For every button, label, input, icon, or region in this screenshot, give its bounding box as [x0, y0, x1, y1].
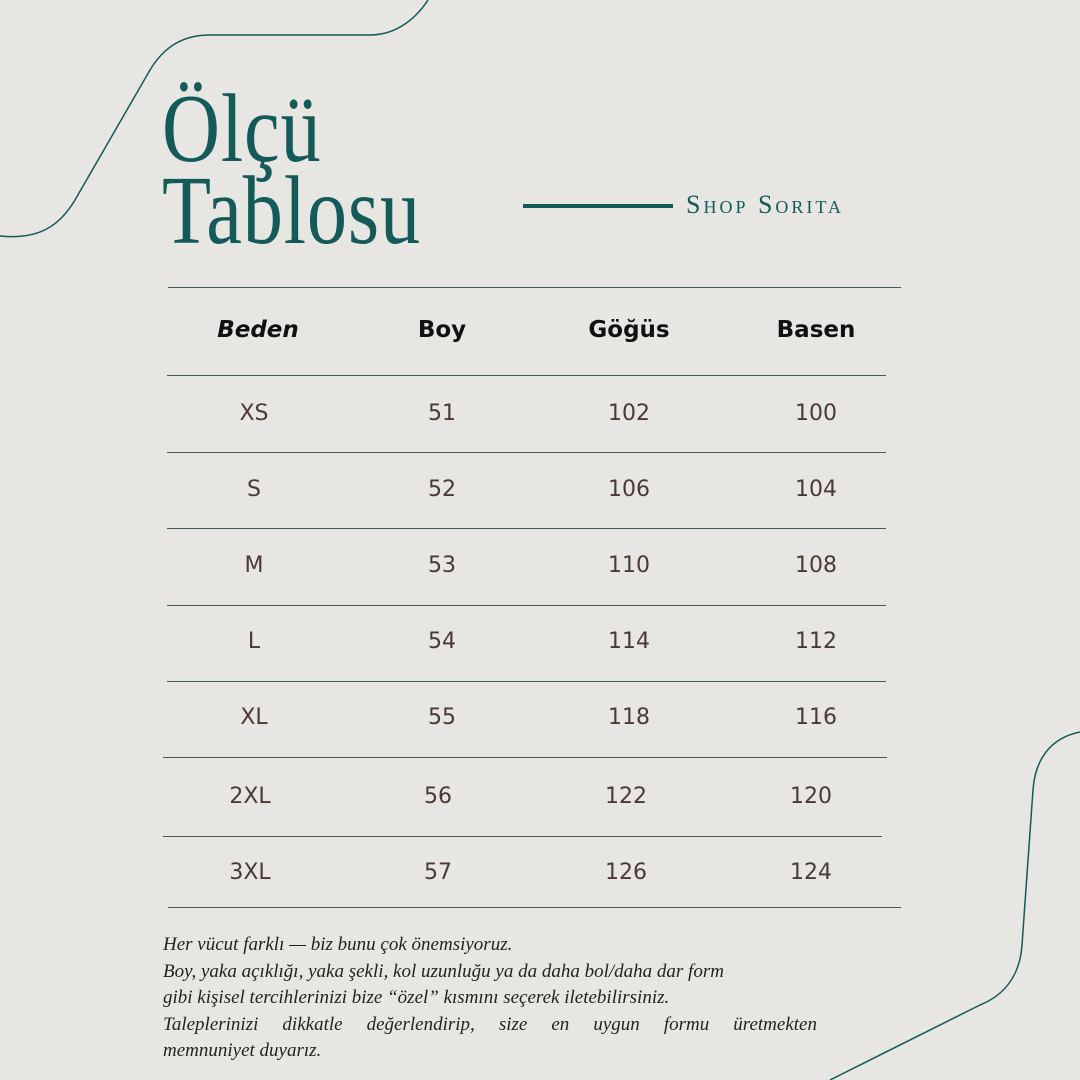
table-cell: 108: [795, 553, 837, 578]
table-divider: [163, 757, 887, 758]
top-left-curve: [0, 0, 429, 238]
table-divider: [167, 681, 886, 682]
table-cell: 2XL: [229, 784, 271, 809]
table-cell: 124: [790, 860, 832, 885]
table-cell: 106: [608, 477, 650, 502]
note-line: Boy, yaka açıklığı, yaka şekli, kol uzun…: [163, 960, 724, 982]
table-cell: 112: [795, 629, 837, 654]
header-basen: Basen: [776, 317, 856, 343]
table-cell: 52: [428, 477, 456, 502]
table-cell: 126: [605, 860, 647, 885]
table-cell: 100: [795, 401, 837, 426]
title-line-1: Ölçü: [162, 75, 322, 183]
table-cell: 56: [424, 784, 452, 809]
table-cell: 104: [795, 477, 837, 502]
table-cell: XL: [240, 705, 268, 730]
table-cell: 110: [608, 553, 650, 578]
note-line: gibi kişisel tercihlerinizi bize “özel” …: [163, 987, 670, 1008]
note-line: memnuniyet duyarız.: [163, 1040, 322, 1061]
table-divider: [167, 452, 886, 453]
note-line: Her vücut farklı — biz bunu çok önemsiyo…: [163, 934, 513, 955]
table-cell: 114: [608, 629, 650, 654]
table-cell: 57: [424, 860, 452, 885]
table-cell: 120: [790, 784, 832, 809]
table-divider: [167, 375, 886, 376]
table-cell: 102: [608, 401, 650, 426]
note-line: Taleplerinizi dikkatle değerlendirip, si…: [163, 1013, 817, 1035]
table-divider: [167, 605, 886, 606]
table-cell: 3XL: [229, 860, 271, 885]
table-cell: M: [244, 553, 264, 578]
footer-note: Her vücut farklı — biz bunu çok önemsiyo…: [163, 932, 817, 1065]
table-cell: 53: [428, 553, 456, 578]
header-gogus: Göğüs: [588, 317, 670, 343]
header-beden: Beden: [217, 317, 299, 343]
table-cell: 54: [428, 629, 456, 654]
table-cell: 116: [795, 705, 837, 730]
table-divider: [168, 287, 901, 288]
title-divider: [523, 204, 673, 208]
table-cell: 118: [608, 705, 650, 730]
table-cell: XS: [239, 401, 269, 426]
title-line-2: Tablosu: [162, 157, 422, 265]
table-divider: [167, 528, 886, 529]
table-cell: 51: [428, 401, 456, 426]
bottom-right-curve: [829, 731, 1080, 1080]
header-boy: Boy: [417, 317, 467, 343]
table-divider: [168, 907, 901, 908]
table-cell: 122: [605, 784, 647, 809]
table-cell: 55: [428, 705, 456, 730]
table-divider: [163, 836, 882, 837]
brand-name: Shop Sorita: [686, 190, 844, 219]
table-cell: S: [247, 477, 261, 502]
table-cell: L: [247, 629, 261, 654]
